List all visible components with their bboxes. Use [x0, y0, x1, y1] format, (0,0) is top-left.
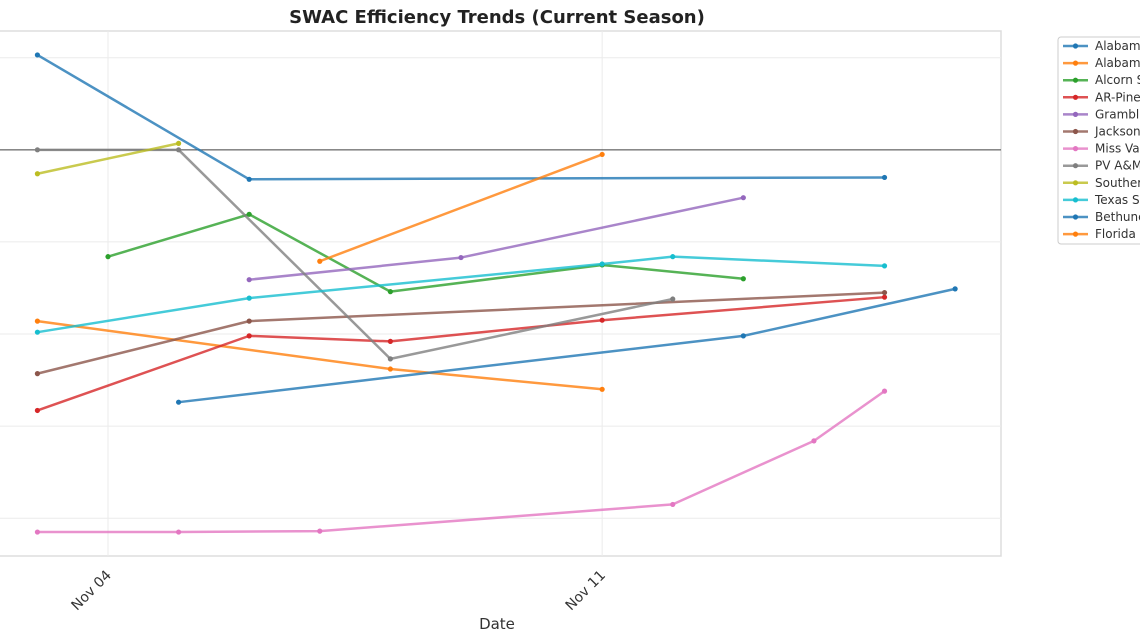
series-path [37, 390, 886, 534]
series-line [34, 318, 605, 392]
data-point [317, 528, 323, 534]
legend-marker [1072, 111, 1079, 117]
data-point [175, 140, 182, 146]
data-point [740, 276, 746, 282]
legend-box [1057, 36, 1140, 245]
series-line [105, 211, 746, 295]
data-point [246, 318, 252, 324]
data-point [599, 151, 605, 158]
series-line [34, 388, 888, 535]
legend-marker [1072, 214, 1079, 220]
legend: Alabam Alabam Alcorn S AR-Pine Grambli Jackso… [1057, 36, 1140, 245]
data-point [175, 147, 182, 153]
legend-label: Texas S [1094, 193, 1140, 207]
data-point [387, 338, 393, 344]
data-point [881, 263, 888, 269]
data-point [175, 399, 182, 405]
data-point [881, 294, 888, 300]
data-point [387, 356, 393, 362]
grid [0, 30, 1002, 557]
series-line [317, 151, 605, 264]
series-line [34, 147, 676, 362]
data-point [246, 176, 252, 182]
data-point [34, 171, 41, 177]
series-line [246, 195, 746, 283]
data-point [599, 317, 605, 323]
data-point [34, 371, 41, 377]
legend-label: Bethune [1095, 210, 1140, 224]
data-point [34, 329, 41, 335]
data-point [881, 174, 888, 181]
chart-title: SWAC Efficiency Trends (Current Season) [289, 7, 705, 28]
data-point [246, 333, 252, 339]
series-path [37, 142, 179, 175]
data-point [387, 289, 393, 295]
legend-marker [1072, 77, 1079, 83]
series-line [34, 52, 888, 182]
legend-label: PV A&M [1095, 159, 1140, 173]
legend-label: Alcorn S [1095, 73, 1140, 87]
legend-marker [1072, 94, 1079, 100]
legend-label: AR-Pine [1095, 90, 1140, 104]
legend-marker [1072, 128, 1079, 135]
legend-label: Alabam [1095, 39, 1140, 53]
data-point [246, 277, 252, 283]
data-point [458, 254, 464, 261]
series-path [37, 148, 674, 361]
series-line [34, 289, 888, 377]
legend-label: Jackson [1094, 125, 1140, 139]
series-line [34, 294, 888, 414]
data-point [811, 438, 817, 444]
x-tick-label: Nov 04 [68, 567, 114, 613]
legend-marker [1072, 180, 1079, 186]
series-line [34, 254, 888, 335]
data-point [670, 296, 676, 302]
x-ticks: Nov 04 Nov 11 [68, 567, 609, 613]
series-line [175, 286, 958, 405]
legend-label: Souther [1095, 176, 1140, 190]
legend-label: Alabam [1095, 56, 1140, 70]
data-point [670, 501, 676, 508]
data-point [881, 388, 888, 394]
legend-marker [1072, 231, 1079, 237]
data-point [246, 211, 252, 217]
data-point [34, 52, 41, 58]
legend-marker [1072, 43, 1079, 49]
data-point [387, 366, 393, 372]
data-point [34, 407, 41, 414]
series-path [319, 153, 603, 263]
series-line [34, 140, 182, 177]
legend-marker [1072, 60, 1079, 66]
data-point [34, 529, 41, 535]
data-point [599, 386, 605, 392]
data-point [881, 289, 888, 296]
plot-area [0, 30, 1002, 557]
data-point [246, 295, 252, 301]
legend-marker [1072, 197, 1079, 203]
data-point [599, 261, 605, 267]
x-axis-label: Date [479, 615, 515, 633]
data-point [740, 333, 746, 339]
series-group [34, 52, 958, 535]
data-point [670, 254, 676, 260]
data-point [317, 258, 323, 264]
data-point [34, 318, 41, 324]
legend-marker [1072, 146, 1079, 152]
data-point [740, 195, 746, 201]
data-point [105, 254, 111, 260]
data-point [34, 147, 41, 153]
x-tick-label: Nov 11 [563, 568, 609, 614]
legend-label: Florida . [1095, 227, 1140, 241]
data-point [952, 286, 958, 292]
data-point [175, 529, 182, 535]
legend-label: Miss Va [1095, 142, 1140, 156]
legend-marker [1072, 163, 1079, 169]
legend-label: Grambli [1095, 107, 1140, 121]
